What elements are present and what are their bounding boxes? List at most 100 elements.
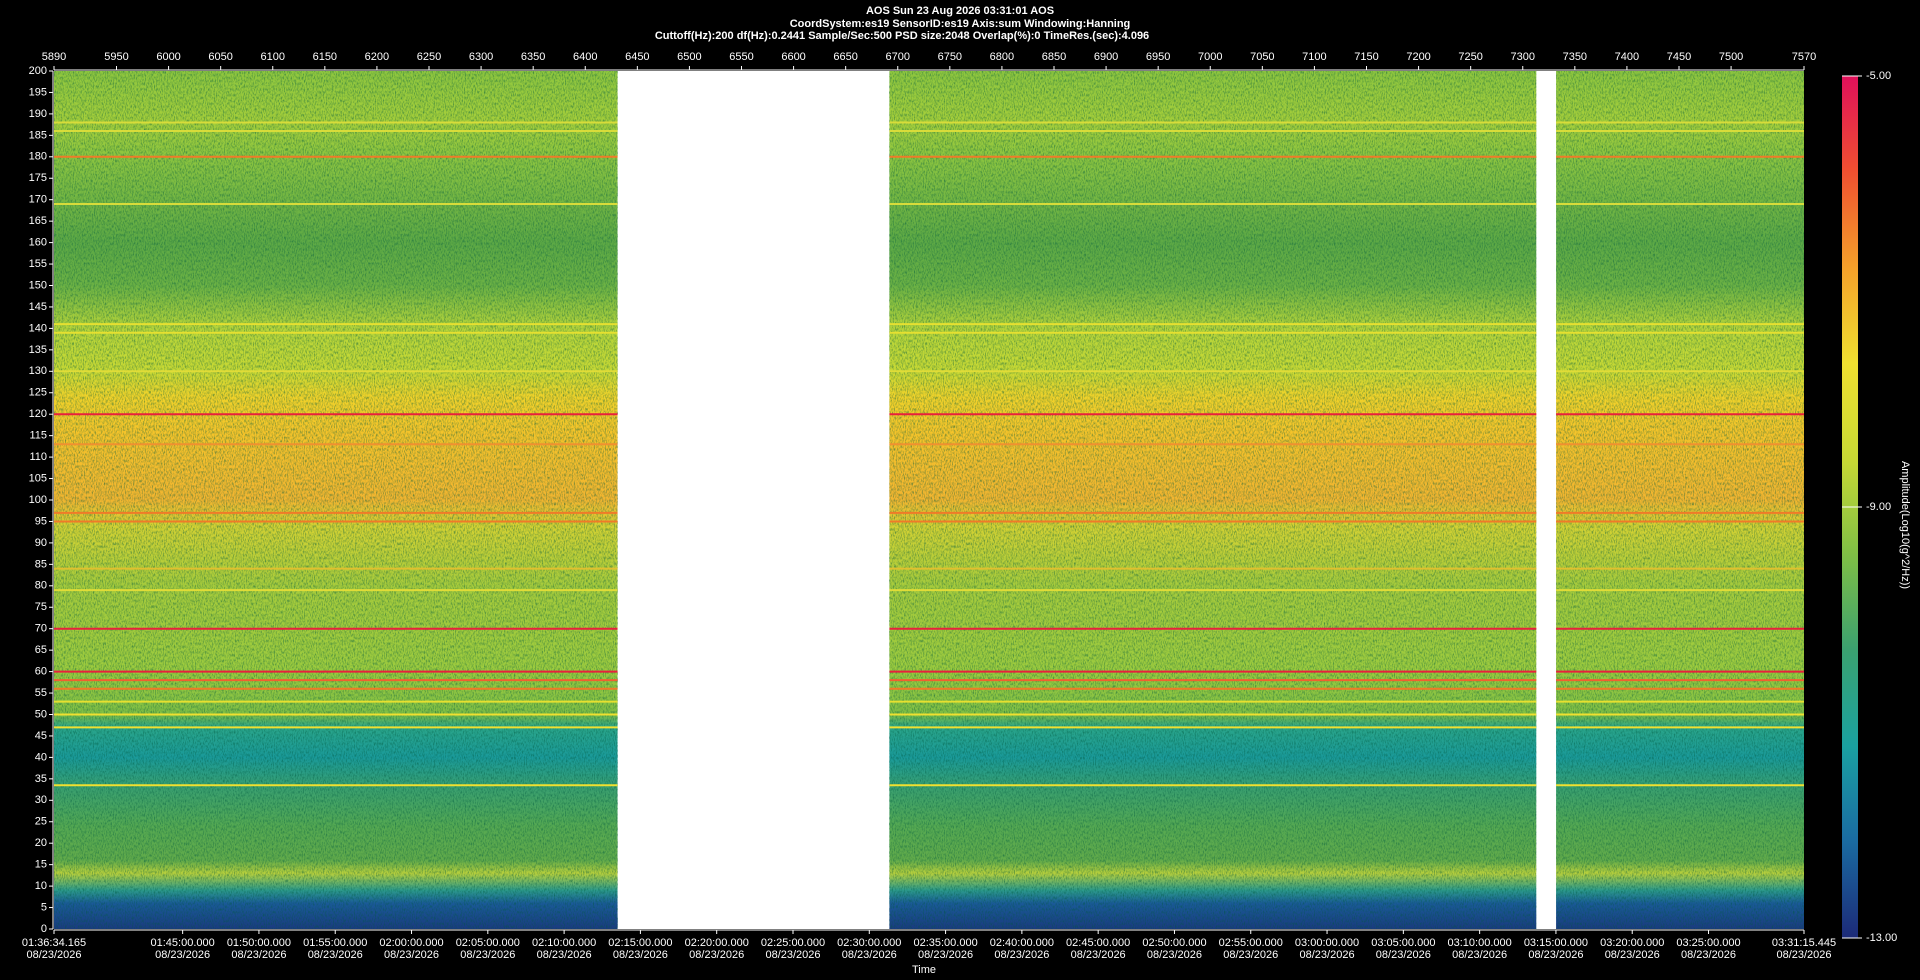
y-tick-label: 45 [35, 730, 47, 742]
x2-tick-label: 6950 [1146, 51, 1170, 63]
x2-tick-label: 6000 [156, 51, 180, 63]
colorbar-tick-label: -9.00 [1866, 501, 1891, 513]
x-tick-label: 03:00:00.000 [1295, 937, 1359, 949]
x2-tick-label: 6150 [313, 51, 337, 63]
x2-tick-label: 6600 [781, 51, 805, 63]
x-tick-date: 08/23/2026 [1681, 949, 1736, 961]
x2-tick-label: 6400 [573, 51, 597, 63]
x-tick-label: 03:05:00.000 [1371, 937, 1435, 949]
x-tick-date: 08/23/2026 [384, 949, 439, 961]
colorbar-label: Amplitude(Log10(g^2/Hz)) [1899, 461, 1911, 589]
y-tick-label: 90 [35, 537, 47, 549]
header-line: CoordSystem:es19 SensorID:es19 Axis:sum … [790, 18, 1131, 30]
noise [54, 71, 618, 929]
x2-tick-label: 7100 [1302, 51, 1326, 63]
y-tick-label: 70 [35, 623, 47, 635]
x2-tick-label: 7250 [1458, 51, 1482, 63]
x2-tick-label: 6750 [938, 51, 962, 63]
y-tick-label: 130 [29, 365, 47, 377]
y-tick-label: 0 [41, 923, 47, 935]
x-tick-label: 01:45:00.000 [151, 937, 215, 949]
x2-tick-label: 6800 [990, 51, 1014, 63]
y-tick-label: 80 [35, 580, 47, 592]
y-tick-label: 50 [35, 708, 47, 720]
y-tick-label: 150 [29, 279, 47, 291]
x2-tick-label: 6050 [208, 51, 232, 63]
x2-tick-label: 6350 [521, 51, 545, 63]
x-tick-label: 03:25:00.000 [1676, 937, 1740, 949]
x-tick-label: 02:20:00.000 [685, 937, 749, 949]
x-tick-label: 03:20:00.000 [1600, 937, 1664, 949]
x-tick-date: 08/23/2026 [994, 949, 1049, 961]
x-tick-label: 02:30:00.000 [837, 937, 901, 949]
y-tick-label: 155 [29, 258, 47, 270]
x-tick-label: 02:45:00.000 [1066, 937, 1130, 949]
x-tick-date: 08/23/2026 [1528, 949, 1583, 961]
y-tick-label: 30 [35, 794, 47, 806]
x-tick-label: 03:15:00.000 [1524, 937, 1588, 949]
y-tick-label: 65 [35, 644, 47, 656]
x-tick-date: 08/23/2026 [1376, 949, 1431, 961]
x2-tick-label: 6650 [833, 51, 857, 63]
x-tick-date: 08/23/2026 [613, 949, 668, 961]
x2-tick-label: 6550 [729, 51, 753, 63]
noise [889, 71, 1537, 929]
x2-tick-label: 7350 [1563, 51, 1587, 63]
y-tick-label: 100 [29, 494, 47, 506]
x2-tick-label: 7000 [1198, 51, 1222, 63]
x2-tick-label: 5890 [42, 51, 66, 63]
x2-tick-label: 7200 [1406, 51, 1430, 63]
x-tick-label: 02:10:00.000 [532, 937, 596, 949]
x-tick-label: 03:31:15.445 [1772, 937, 1836, 949]
x2-tick-label: 6300 [469, 51, 493, 63]
x2-tick-label: 7300 [1511, 51, 1535, 63]
y-tick-label: 195 [29, 86, 47, 98]
x2-tick-label: 7050 [1250, 51, 1274, 63]
y-tick-label: 115 [29, 430, 47, 442]
x-tick-date: 08/23/2026 [1147, 949, 1202, 961]
x-tick-label: 01:50:00.000 [227, 937, 291, 949]
x2-tick-label: 6900 [1094, 51, 1118, 63]
x2-tick-label: 6250 [417, 51, 441, 63]
axes: 0 5 10 15 20 25 30 35 40 45 50 55 60 65 70 75 80 85 90 95 10… [22, 51, 1836, 961]
y-tick-label: 15 [35, 859, 47, 871]
y-tick-label: 5 [41, 901, 47, 913]
y-tick-label: 200 [29, 65, 47, 77]
x2-tick-label: 7570 [1792, 51, 1816, 63]
y-tick-label: 135 [29, 344, 47, 356]
x-tick-label: 02:40:00.000 [990, 937, 1054, 949]
y-tick-label: 125 [29, 387, 47, 399]
x-tick-label: 02:00:00.000 [379, 937, 443, 949]
y-tick-label: 170 [29, 194, 47, 206]
y-tick-label: 75 [35, 601, 47, 613]
x-tick-date: 08/23/2026 [918, 949, 973, 961]
y-tick-label: 165 [29, 215, 47, 227]
x-tick-date: 08/23/2026 [1452, 949, 1507, 961]
x-tick-date: 08/23/2026 [1776, 949, 1831, 961]
x2-tick-label: 6850 [1042, 51, 1066, 63]
header-line: AOS Sun 23 Aug 2026 03:31:01 AOS [866, 5, 1054, 17]
colorbar-tick-label: -13.00 [1866, 932, 1897, 944]
y-tick-label: 25 [35, 816, 47, 828]
y-tick-label: 140 [29, 322, 47, 334]
y-tick-label: 110 [29, 451, 47, 463]
y-tick-label: 190 [29, 108, 47, 120]
y-tick-label: 10 [35, 880, 47, 892]
y-tick-label: 105 [29, 472, 47, 484]
x2-tick-label: 7150 [1354, 51, 1378, 63]
x-tick-date: 08/23/2026 [308, 949, 363, 961]
x-tick-label: 02:35:00.000 [913, 937, 977, 949]
y-tick-label: 145 [29, 301, 47, 313]
y-tick-label: 95 [35, 515, 47, 527]
x-tick-date: 08/23/2026 [842, 949, 897, 961]
y-tick-label: 160 [29, 237, 47, 249]
x-tick-date: 08/23/2026 [1223, 949, 1278, 961]
x-tick-date: 08/23/2026 [689, 949, 744, 961]
y-tick-label: 55 [35, 687, 47, 699]
x-tick-date: 08/23/2026 [537, 949, 592, 961]
x-tick-date: 08/23/2026 [155, 949, 210, 961]
x2-tick-label: 7450 [1667, 51, 1691, 63]
y-tick-label: 120 [29, 408, 47, 420]
